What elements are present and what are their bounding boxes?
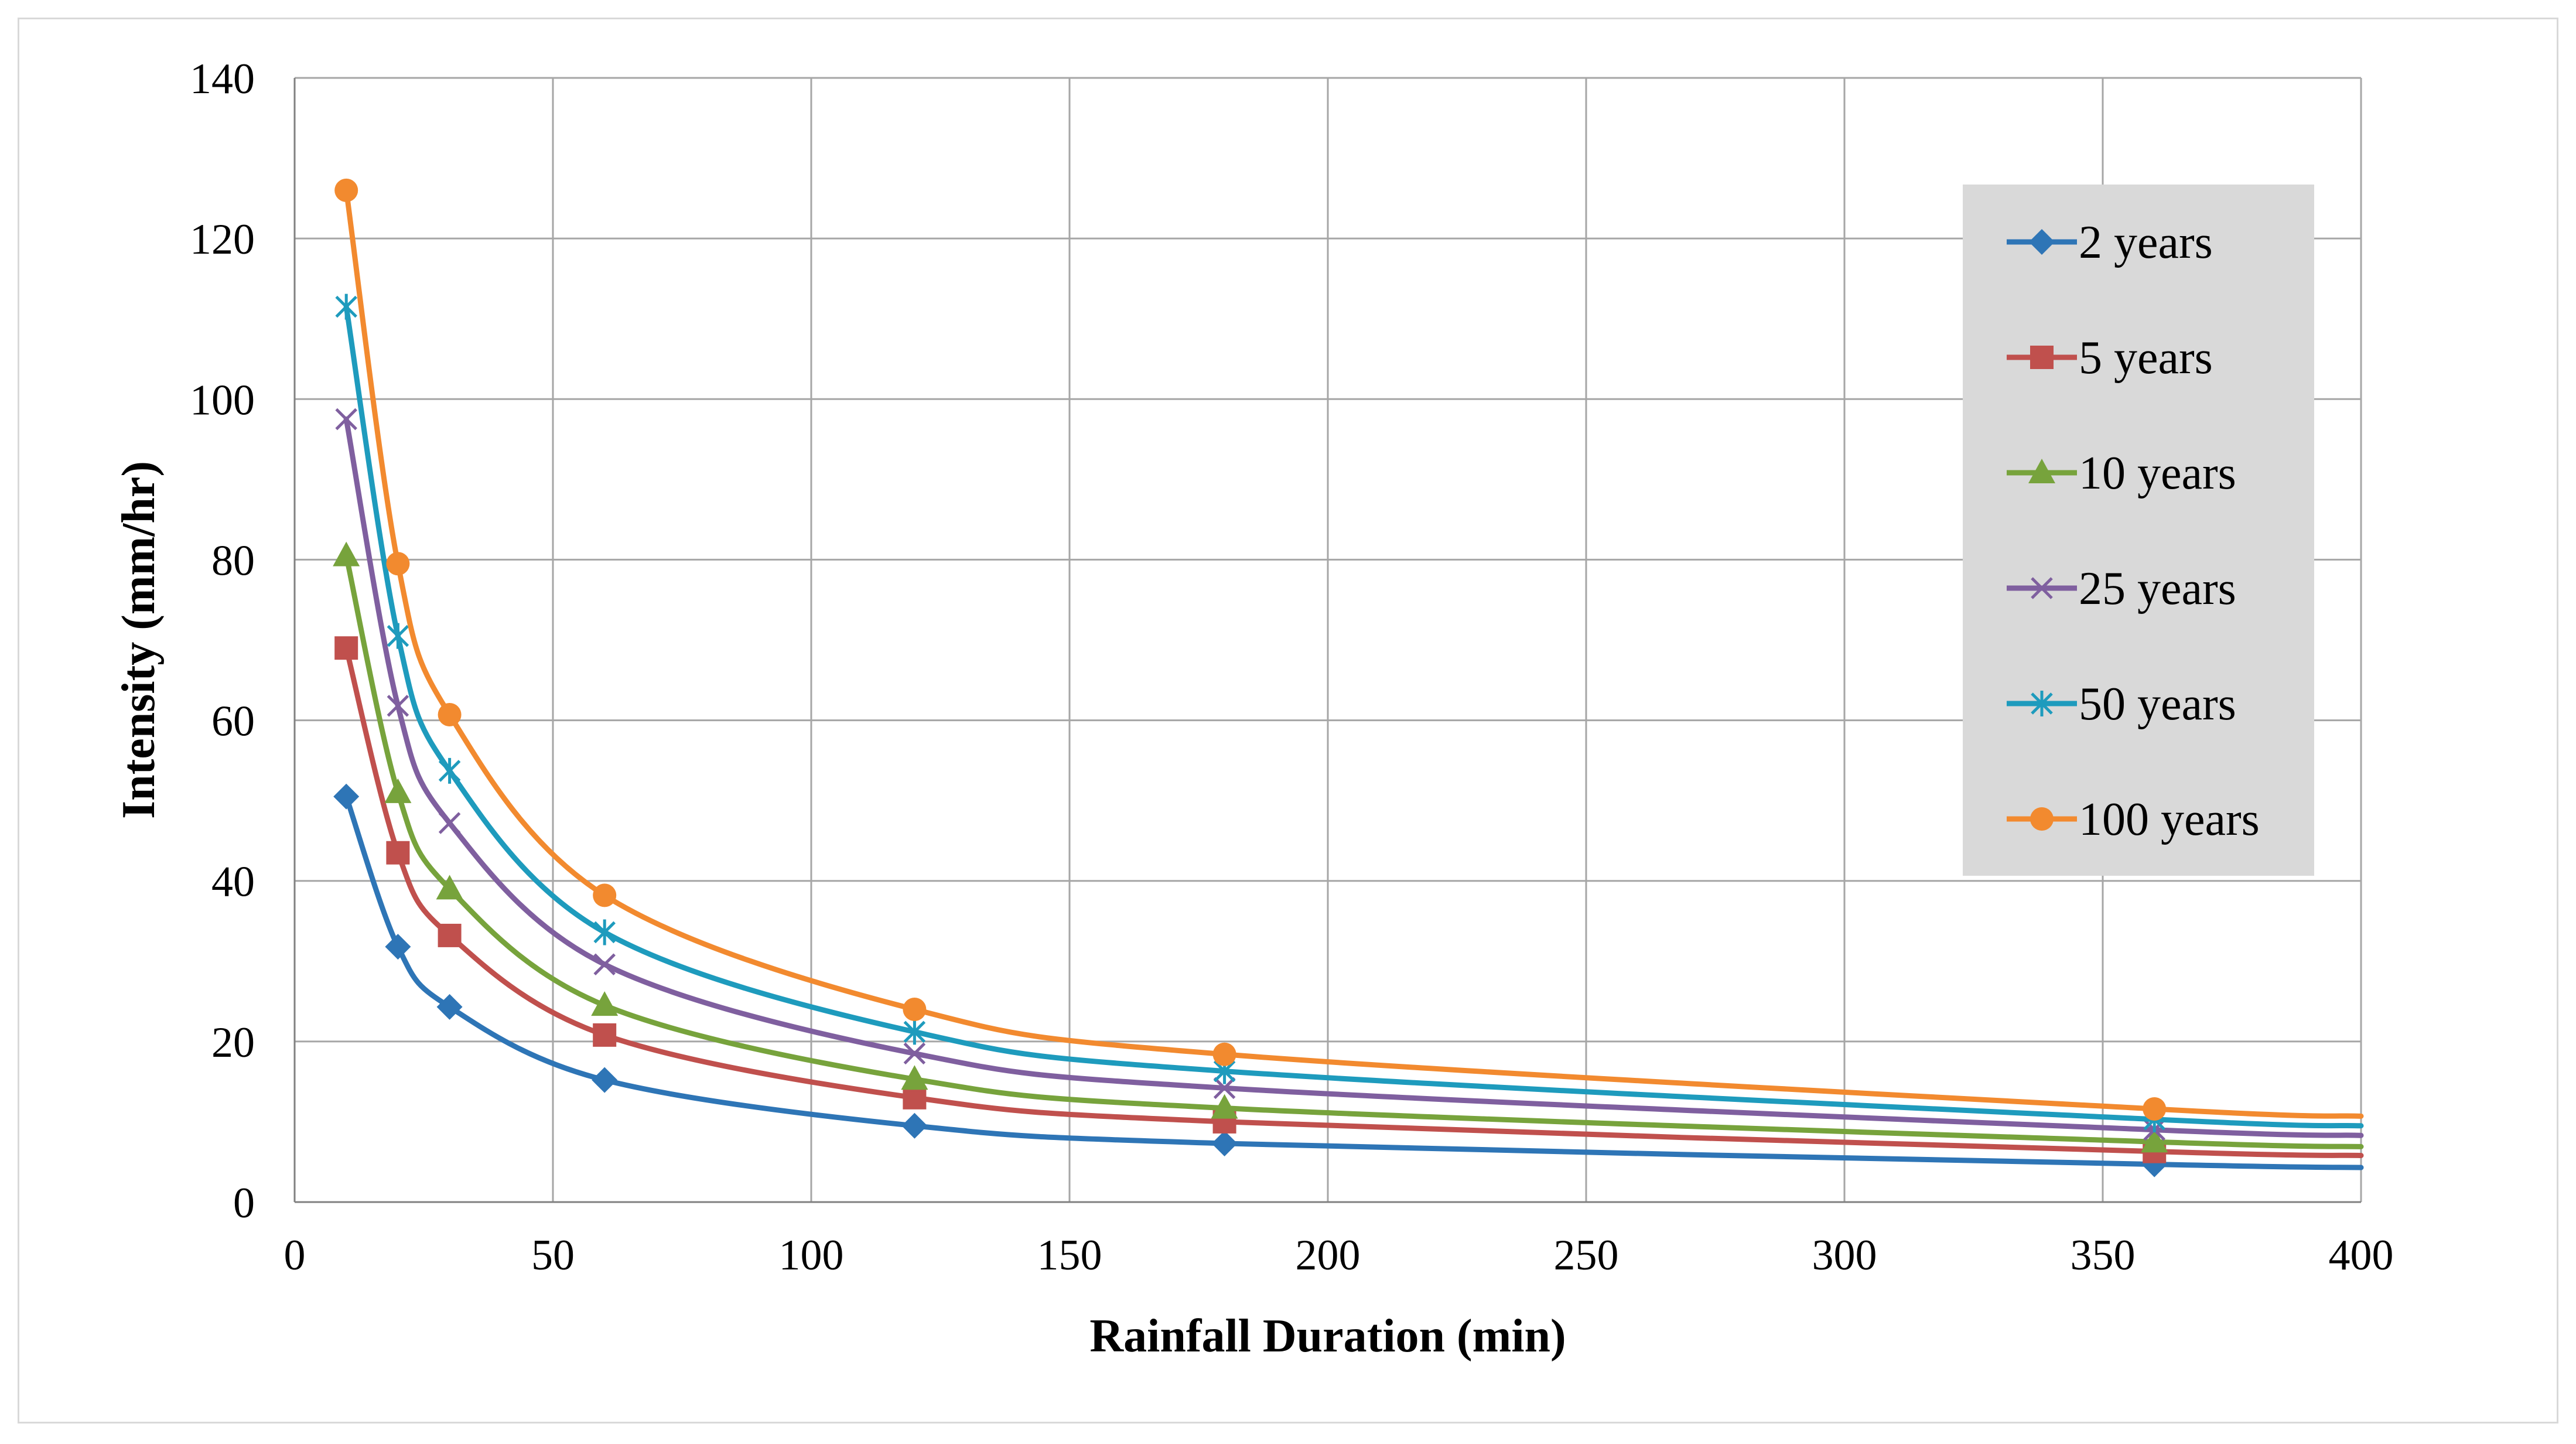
data-point [1211, 1130, 1238, 1156]
legend-item: 10 years [2007, 448, 2236, 499]
data-point [593, 953, 616, 976]
x-tick-label: 100 [779, 1231, 844, 1279]
marker-stroke [1213, 1077, 1236, 1100]
legend-item: 5 years [2007, 332, 2213, 384]
legend-label: 100 years [2079, 794, 2260, 845]
x-tick-label: 50 [531, 1231, 575, 1279]
legend-marker [2031, 577, 2053, 599]
idf-chart: 0 50 100 150 200 250 300 350 400 0 20 40 60 80 100 120 1… [113, 55, 2394, 1362]
series-100-years [334, 178, 2364, 1121]
marker-stroke [2031, 577, 2053, 599]
marker-stroke [438, 812, 461, 834]
legend-marker [2030, 807, 2054, 831]
legend: 2 years 5 years 10 years 25 years 50 years 10… [1963, 185, 2314, 876]
series-line [343, 187, 2364, 1119]
data-point [903, 1085, 927, 1110]
legend-item: 2 years [2007, 217, 2213, 268]
data-point [591, 991, 619, 1016]
data-point [335, 293, 357, 320]
legend-marker [2028, 459, 2055, 483]
data-point [903, 1019, 926, 1045]
series-line [343, 553, 2364, 1149]
axis-layer: 0 50 100 150 200 250 300 350 400 0 20 40 60 80 100 120 1… [190, 55, 2394, 1279]
legend-marker [2029, 229, 2055, 255]
data-point [1211, 1094, 1238, 1119]
data-point [334, 178, 358, 202]
legend-item: 50 years [2007, 678, 2236, 730]
data-point [2141, 1128, 2168, 1153]
y-axis-title: Intensity (mm/hr) [113, 461, 165, 819]
data-point [593, 919, 616, 945]
data-point [903, 998, 927, 1022]
data-point [438, 757, 461, 784]
x-tick-label: 0 [284, 1231, 306, 1279]
legend-box [1963, 185, 2314, 876]
y-tick-label: 100 [190, 376, 255, 424]
marker-stroke [335, 408, 357, 431]
y-tick-label: 20 [211, 1019, 255, 1067]
legend-label: 10 years [2079, 448, 2236, 499]
data-point [901, 1112, 928, 1139]
data-point [1212, 1042, 1236, 1066]
series-layer [333, 178, 2364, 1177]
data-point [335, 408, 357, 431]
data-point [436, 994, 463, 1020]
data-point [1213, 1077, 1236, 1100]
x-axis-title: Rainfall Duration (min) [1089, 1310, 1566, 1362]
marker-stroke [903, 1042, 926, 1065]
legend-item: 25 years [2007, 563, 2236, 615]
data-point [333, 783, 360, 810]
data-point [334, 636, 358, 660]
series-25-years [335, 408, 2364, 1141]
legend-label: 25 years [2079, 563, 2236, 615]
data-point [2143, 1097, 2167, 1121]
marker-stroke [593, 953, 616, 976]
y-tick-label: 40 [211, 858, 255, 906]
data-point [592, 1067, 618, 1093]
y-tick-label: 120 [190, 216, 255, 264]
y-tick-label: 80 [211, 537, 255, 585]
x-tick-label: 150 [1037, 1231, 1102, 1279]
chart-frame: 0 50 100 150 200 250 300 350 400 0 20 40 60 80 100 120 1… [18, 18, 2558, 1423]
series-2-years [333, 783, 2364, 1177]
data-point [593, 1023, 617, 1047]
data-point [386, 841, 410, 865]
legend-label: 50 years [2079, 678, 2236, 730]
x-tick-label: 350 [2071, 1231, 2136, 1279]
marker-stroke [387, 695, 409, 717]
legend-label: 5 years [2079, 332, 2213, 384]
data-point [384, 778, 412, 803]
x-tick-label: 300 [1812, 1231, 1877, 1279]
y-tick-label: 0 [233, 1179, 255, 1227]
data-point [436, 875, 463, 900]
series-line [343, 794, 2364, 1170]
legend-marker [2030, 346, 2054, 369]
series-line [343, 645, 2364, 1158]
data-point [333, 541, 360, 566]
data-point [386, 552, 410, 576]
data-point [385, 934, 411, 960]
x-tick-label: 250 [1554, 1231, 1619, 1279]
y-tick-label: 140 [190, 55, 255, 103]
x-tick-label: 400 [2329, 1231, 2394, 1279]
legend-marker [2031, 691, 2053, 716]
data-point [438, 923, 462, 947]
data-point [438, 702, 462, 726]
legend-label: 2 years [2079, 217, 2213, 268]
data-point [438, 812, 461, 834]
data-point [901, 1065, 928, 1090]
series-10-years [333, 541, 2364, 1153]
data-point [593, 883, 617, 907]
legend-item: 100 years [2007, 794, 2260, 845]
x-tick-label: 200 [1296, 1231, 1361, 1279]
data-point [387, 623, 409, 649]
data-point [387, 695, 409, 717]
y-tick-label: 60 [211, 698, 255, 746]
data-point [903, 1042, 926, 1065]
